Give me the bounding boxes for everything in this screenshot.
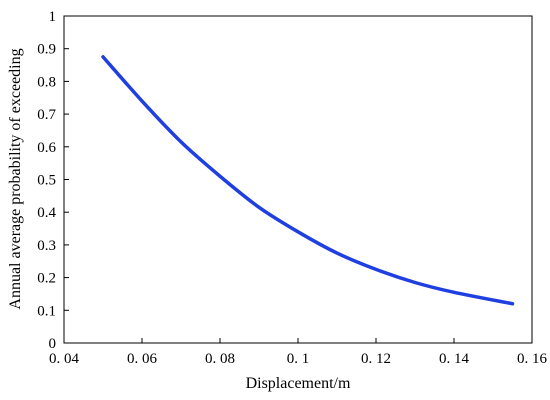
y-tick-label: 0.2 bbox=[37, 271, 56, 287]
x-tick-label: 0. 16 bbox=[517, 351, 548, 367]
x-tick-label: 0. 04 bbox=[49, 351, 80, 367]
y-tick-label: 0.4 bbox=[37, 205, 56, 221]
y-tick-label: 1 bbox=[49, 9, 57, 25]
y-tick-label: 0.1 bbox=[37, 303, 56, 319]
x-tick-label: 0. 1 bbox=[287, 351, 310, 367]
y-tick-label: 0.7 bbox=[37, 107, 56, 123]
x-tick-label: 0. 08 bbox=[205, 351, 235, 367]
y-tick-label: 0.8 bbox=[37, 74, 56, 90]
y-tick-label: 0.6 bbox=[37, 140, 56, 156]
series-layer bbox=[101, 55, 515, 306]
y-tick-label: 0.3 bbox=[37, 238, 56, 254]
y-axis-label: Annual average probability of exceeding bbox=[7, 48, 24, 309]
x-axis-ticks bbox=[63, 338, 533, 343]
y-tick-label: 0.5 bbox=[37, 173, 56, 189]
y-axis-ticks bbox=[64, 15, 69, 344]
x-tick-label: 0. 12 bbox=[361, 351, 391, 367]
y-tick-label: 0 bbox=[49, 336, 57, 352]
y-tick-label: 0.9 bbox=[37, 42, 56, 58]
y-axis-tick-labels: 0 0.1 0.2 0.3 0.4 0.5 0.6 0.7 0.8 0.9 1 bbox=[37, 9, 56, 352]
series-line bbox=[101, 55, 515, 306]
x-tick-label: 0. 14 bbox=[439, 351, 470, 367]
x-tick-label: 0. 06 bbox=[127, 351, 158, 367]
x-axis-label: Displacement/m bbox=[246, 375, 351, 392]
x-axis-tick-labels: 0. 04 0. 06 0. 08 0. 1 0. 12 0. 14 0. 16 bbox=[49, 351, 548, 367]
